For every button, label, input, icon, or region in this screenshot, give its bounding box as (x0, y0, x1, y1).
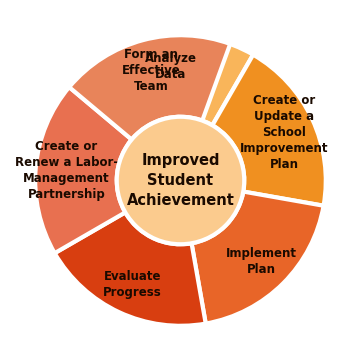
Wedge shape (212, 55, 326, 206)
Text: Create or
Renew a Labor-
Management
Partnership: Create or Renew a Labor- Management Part… (15, 140, 118, 201)
Wedge shape (87, 35, 253, 132)
Wedge shape (55, 212, 206, 326)
Circle shape (117, 117, 244, 244)
Text: Form an
Effective
Team: Form an Effective Team (122, 48, 180, 92)
Wedge shape (69, 35, 230, 139)
Text: Evaluate
Progress: Evaluate Progress (103, 270, 162, 299)
Wedge shape (35, 87, 132, 253)
Text: Implement
Plan: Implement Plan (226, 247, 297, 276)
Text: Analyze
Data: Analyze Data (144, 52, 197, 81)
Wedge shape (192, 192, 324, 323)
Text: Create or
Update a
School
Improvement
Plan: Create or Update a School Improvement Pl… (240, 94, 328, 171)
Text: Improved
Student
Achievement: Improved Student Achievement (127, 153, 234, 208)
